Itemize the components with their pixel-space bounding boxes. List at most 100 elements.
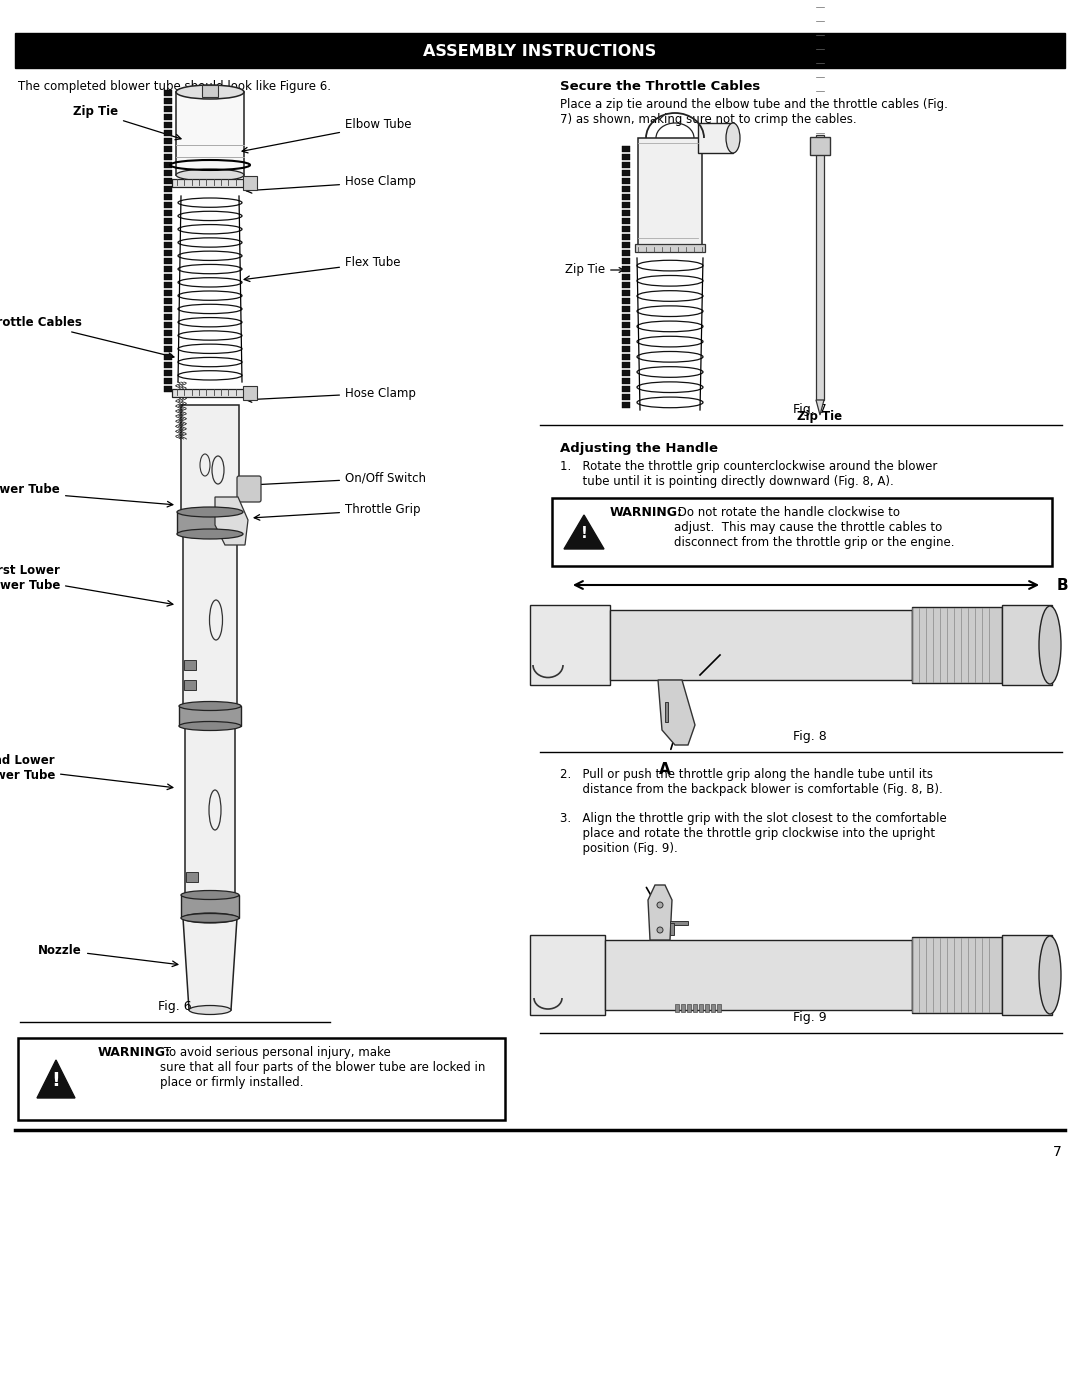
Bar — [15, 34, 1065, 68]
Bar — [622, 386, 630, 393]
Bar — [164, 258, 172, 264]
Bar — [622, 402, 630, 408]
Bar — [164, 282, 172, 288]
Bar — [622, 177, 630, 184]
Bar — [670, 923, 674, 935]
Bar — [622, 186, 630, 191]
Text: Throttle Cables: Throttle Cables — [0, 316, 174, 359]
Text: Fig. 8: Fig. 8 — [793, 731, 827, 743]
Bar — [622, 242, 630, 249]
Bar — [698, 123, 733, 154]
Text: WARNING:: WARNING: — [98, 1046, 171, 1059]
Polygon shape — [658, 680, 696, 745]
Bar — [183, 534, 237, 705]
Ellipse shape — [726, 123, 740, 154]
Bar — [164, 314, 172, 320]
Ellipse shape — [181, 890, 239, 900]
Text: Throttle Grip: Throttle Grip — [254, 503, 420, 520]
Text: 1.   Rotate the throttle grip counterclockwise around the blower
      tube unti: 1. Rotate the throttle grip counterclock… — [561, 460, 937, 488]
Bar — [164, 274, 172, 279]
Bar — [164, 147, 172, 152]
Polygon shape — [37, 1060, 75, 1098]
Bar — [622, 291, 630, 296]
Text: WARNING:: WARNING: — [610, 506, 683, 520]
Bar — [622, 353, 630, 360]
Ellipse shape — [189, 1006, 231, 1014]
Bar — [693, 1004, 697, 1011]
Bar — [816, 136, 824, 400]
Bar — [610, 610, 912, 680]
Bar — [202, 85, 218, 96]
Text: ASSEMBLY INSTRUCTIONS: ASSEMBLY INSTRUCTIONS — [423, 43, 657, 59]
Text: Place a zip tie around the elbow tube and the throttle cables (Fig.
7) as shown,: Place a zip tie around the elbow tube an… — [561, 98, 948, 126]
Bar — [164, 338, 172, 344]
Bar — [622, 162, 630, 168]
Bar — [622, 265, 630, 272]
Bar — [164, 106, 172, 112]
Bar — [705, 1004, 708, 1011]
Text: 2.   Pull or push the throttle grip along the handle tube until its
      distan: 2. Pull or push the throttle grip along … — [561, 768, 943, 796]
Text: Zip Tie: Zip Tie — [72, 106, 181, 140]
Bar — [552, 497, 1052, 566]
Bar — [622, 194, 630, 200]
Bar — [164, 98, 172, 103]
Text: Zip Tie: Zip Tie — [797, 409, 842, 423]
Bar — [164, 170, 172, 176]
Ellipse shape — [176, 169, 244, 182]
Bar — [622, 258, 630, 264]
Bar — [164, 346, 172, 352]
Bar — [665, 703, 669, 722]
Bar — [622, 226, 630, 232]
Bar — [670, 921, 688, 925]
Bar — [622, 362, 630, 367]
Text: Fig. 9: Fig. 9 — [793, 1011, 827, 1024]
Text: Secure the Throttle Cables: Secure the Throttle Cables — [561, 80, 760, 94]
Bar — [622, 154, 630, 161]
Text: To avoid serious personal injury, make
sure that all four parts of the blower tu: To avoid serious personal injury, make s… — [160, 1046, 485, 1090]
Bar — [622, 210, 630, 217]
Bar — [622, 321, 630, 328]
Bar — [164, 218, 172, 224]
Circle shape — [657, 902, 663, 908]
Polygon shape — [215, 497, 248, 545]
Bar — [172, 388, 248, 397]
Bar — [622, 370, 630, 376]
Ellipse shape — [176, 85, 244, 99]
Bar — [172, 179, 248, 187]
Bar — [687, 1004, 691, 1011]
Text: On/Off Switch: On/Off Switch — [254, 472, 426, 488]
Bar — [711, 1004, 715, 1011]
Bar — [164, 353, 172, 360]
Bar — [605, 940, 912, 1010]
Bar — [164, 242, 172, 249]
Bar — [164, 177, 172, 184]
Bar — [622, 250, 630, 256]
Ellipse shape — [177, 529, 243, 539]
Bar — [164, 386, 172, 393]
Bar — [622, 235, 630, 240]
Bar — [179, 705, 241, 726]
Text: Elbow Tube: Elbow Tube — [242, 119, 411, 152]
Bar — [164, 379, 172, 384]
Ellipse shape — [179, 721, 241, 731]
Bar — [164, 298, 172, 305]
Bar — [810, 137, 831, 155]
Bar — [530, 935, 605, 1016]
Bar — [164, 210, 172, 217]
Bar — [164, 154, 172, 161]
Bar — [622, 330, 630, 337]
Bar — [622, 218, 630, 224]
Text: A: A — [659, 761, 671, 777]
Ellipse shape — [1039, 606, 1061, 685]
Polygon shape — [183, 918, 237, 1010]
Bar — [1002, 935, 1052, 1016]
Bar — [243, 386, 257, 400]
Bar — [622, 203, 630, 208]
Bar — [1002, 605, 1052, 685]
Bar — [912, 937, 1002, 1013]
Bar — [622, 306, 630, 312]
Ellipse shape — [1039, 936, 1061, 1014]
Text: Hose Clamp: Hose Clamp — [246, 176, 416, 193]
Bar — [164, 370, 172, 376]
Bar — [164, 162, 172, 168]
